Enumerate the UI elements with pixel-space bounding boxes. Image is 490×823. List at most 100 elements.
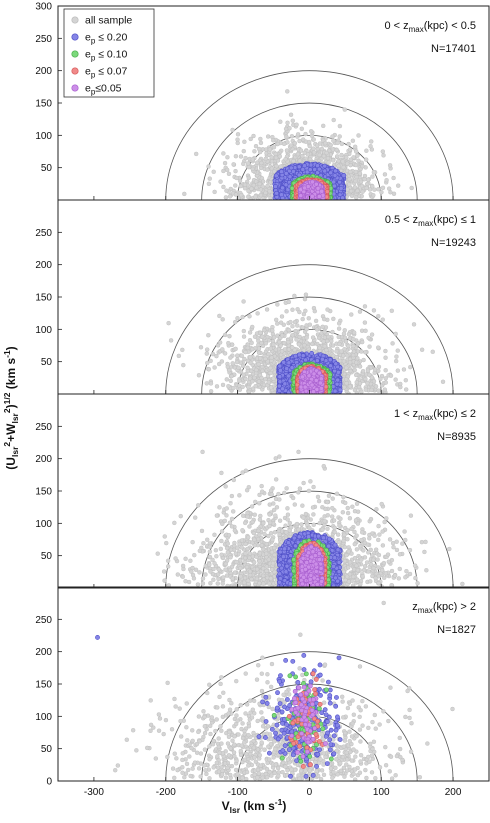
point-all-sample	[265, 183, 270, 189]
point-all-sample	[225, 364, 230, 370]
point-all-sample	[243, 155, 248, 161]
point-all-sample	[228, 355, 233, 360]
point-all-sample	[205, 360, 210, 366]
point-all-sample	[278, 164, 283, 169]
point-all-sample	[345, 161, 350, 166]
point-e020	[341, 173, 347, 178]
point-e020	[274, 190, 280, 196]
point-all-sample	[275, 141, 280, 147]
point-all-sample	[256, 362, 261, 367]
point-all-sample	[313, 318, 319, 324]
point-all-sample	[378, 376, 383, 382]
point-all-sample	[336, 321, 342, 326]
point-e020	[338, 186, 344, 191]
point-all-sample	[220, 347, 225, 352]
point-all-sample	[222, 351, 228, 356]
point-all-sample	[208, 381, 214, 386]
point-e020	[273, 173, 279, 179]
point-all-sample	[233, 168, 238, 174]
point-all-sample	[336, 163, 341, 169]
point-all-sample	[218, 179, 223, 184]
point-all-sample	[299, 126, 304, 131]
point-all-sample	[226, 383, 231, 389]
point-e020	[296, 164, 302, 170]
point-all-sample	[258, 187, 264, 192]
point-all-sample	[238, 192, 244, 198]
point-all-sample	[317, 152, 322, 158]
reference-circle-150	[201, 102, 418, 200]
point-all-sample	[325, 307, 330, 312]
point-e020	[273, 184, 278, 189]
point-all-sample	[360, 368, 366, 374]
point-all-sample	[388, 190, 393, 195]
point-all-sample	[249, 186, 254, 191]
point-all-sample	[217, 340, 223, 345]
point-all-sample	[247, 314, 252, 319]
point-all-sample	[331, 316, 336, 322]
point-all-sample	[241, 334, 247, 339]
point-all-sample	[408, 364, 413, 370]
reference-circle-200	[165, 70, 454, 200]
point-all-sample	[440, 379, 446, 385]
point-all-sample	[379, 190, 384, 195]
point-all-sample	[290, 118, 295, 123]
point-all-sample	[359, 349, 364, 354]
point-all-sample	[253, 194, 258, 199]
point-all-sample	[352, 144, 358, 149]
point-all-sample	[320, 324, 325, 330]
point-all-sample	[250, 166, 255, 172]
point-e020	[279, 192, 284, 198]
point-all-sample	[303, 292, 309, 297]
point-all-sample	[224, 377, 229, 382]
point-all-sample	[252, 334, 258, 339]
point-all-sample	[228, 378, 233, 384]
point-all-sample	[321, 123, 326, 129]
point-all-sample	[273, 155, 279, 160]
point-all-sample	[360, 189, 365, 194]
point-all-sample	[295, 151, 301, 157]
point-e020	[279, 169, 284, 175]
point-all-sample	[224, 188, 229, 193]
point-all-sample	[205, 347, 210, 352]
point-all-sample	[331, 117, 336, 123]
point-all-sample	[350, 138, 356, 143]
point-all-sample	[351, 337, 356, 342]
panel-n-label: N=17401	[431, 43, 476, 55]
point-all-sample	[281, 141, 287, 147]
point-all-sample	[196, 373, 202, 378]
point-all-sample	[357, 171, 363, 176]
point-all-sample	[329, 338, 334, 344]
point-all-sample	[168, 338, 174, 343]
point-all-sample	[232, 319, 238, 325]
point-all-sample	[340, 159, 345, 164]
point-all-sample	[267, 189, 272, 194]
point-all-sample	[360, 164, 365, 169]
point-e005	[302, 185, 307, 191]
point-all-sample	[181, 362, 186, 368]
point-all-sample	[337, 123, 343, 129]
point-e020	[316, 166, 322, 172]
point-all-sample	[256, 146, 262, 152]
point-e020	[307, 167, 313, 173]
point-all-sample	[362, 320, 368, 325]
point-all-sample	[348, 368, 353, 374]
panel-label-part: (kpc) < 0.5	[424, 20, 476, 32]
point-e005	[309, 193, 315, 199]
point-all-sample	[300, 316, 305, 322]
point-all-sample	[289, 134, 295, 139]
point-all-sample	[208, 389, 214, 394]
point-all-sample	[322, 329, 327, 335]
point-all-sample	[265, 167, 270, 172]
point-all-sample	[246, 188, 251, 194]
point-all-sample	[206, 333, 211, 338]
point-all-sample	[306, 139, 312, 145]
point-all-sample	[206, 181, 212, 187]
point-all-sample	[355, 356, 360, 361]
point-all-sample	[300, 137, 306, 142]
point-all-sample	[382, 172, 388, 177]
y-tick-label: 100	[35, 131, 52, 142]
point-all-sample	[324, 150, 329, 156]
point-all-sample	[269, 159, 275, 164]
